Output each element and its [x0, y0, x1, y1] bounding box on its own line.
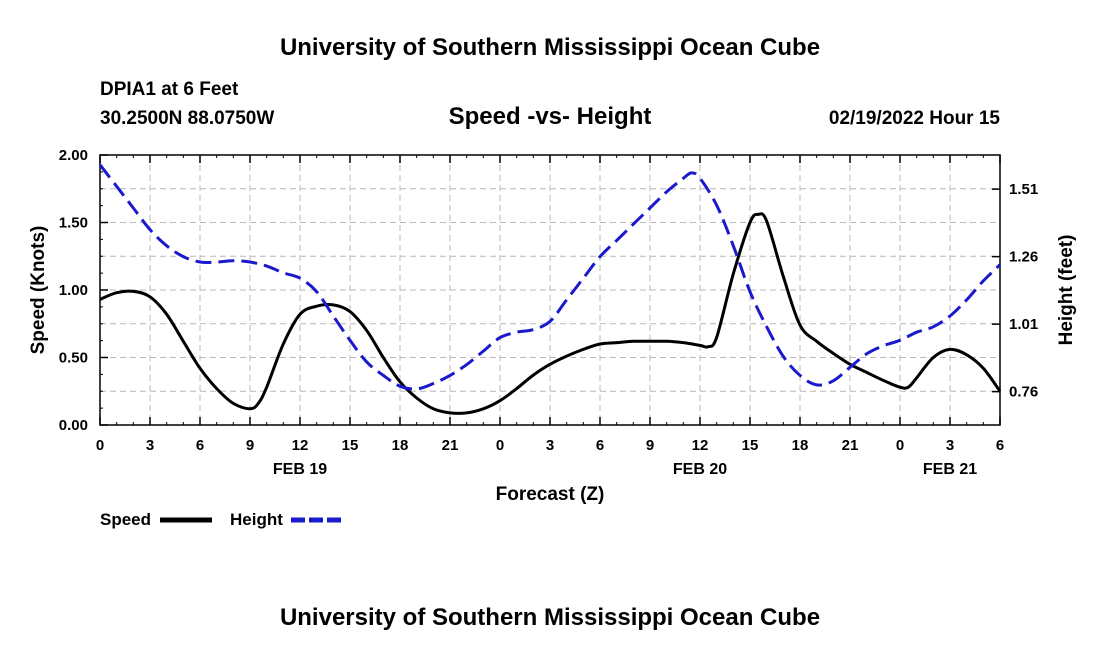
station-label: DPIA1 at 6 Feet [100, 79, 239, 100]
chart-title: University of Southern Mississippi Ocean… [280, 34, 820, 61]
x-tick-label: 3 [146, 437, 154, 454]
y-axis-label-left: Speed (Knots) [28, 226, 49, 355]
plot-area: 0 3 6 9 12 15 18 21 0 3 6 9 12 15 18 21 0 3 6 FEB 19 FEB 20 F… [59, 147, 1038, 478]
x-tick-label: 9 [246, 437, 254, 454]
y-tick-label-left: 0.50 [59, 350, 88, 367]
location-label: 30.2500N 88.0750W [100, 108, 274, 129]
y-tick-label-left: 1.00 [59, 282, 88, 299]
x-tick-label: 6 [196, 437, 204, 454]
x-tick-label: 18 [392, 437, 409, 454]
y-tick-label-right: 1.51 [1009, 181, 1038, 198]
x-tick-label: 3 [546, 437, 554, 454]
series-line-speed [99, 212, 1002, 415]
x-tick-label: 0 [896, 437, 904, 454]
plot-frame [99, 154, 1001, 426]
x-tick-label: 6 [596, 437, 604, 454]
x-tick-label: 6 [996, 437, 1004, 454]
x-tick-label: 0 [96, 437, 104, 454]
x-tick-label: 12 [692, 437, 709, 454]
y-tick-label-right: 0.76 [1009, 384, 1038, 401]
x-tick-label: 9 [646, 437, 654, 454]
y-tick-label-left: 1.50 [59, 215, 88, 232]
y-tick-label-left: 0.00 [59, 417, 88, 434]
legend-speed-label: Speed [100, 510, 151, 529]
legend: Speed Height [100, 510, 343, 529]
chart-subtitle: Speed -vs- Height [449, 103, 652, 130]
date-label: FEB 20 [673, 461, 727, 478]
date-label: FEB 19 [273, 461, 327, 478]
footer-title: University of Southern Mississippi Ocean… [280, 604, 820, 631]
legend-height-label: Height [230, 510, 283, 529]
y-tick-label-right: 1.01 [1009, 316, 1038, 333]
x-tick-label: 0 [496, 437, 504, 454]
x-tick-label: 15 [342, 437, 359, 454]
y-axis-label-right: Height (feet) [1056, 235, 1077, 346]
x-tick-label: 18 [792, 437, 809, 454]
series-line-height [98, 163, 1002, 391]
x-tick-label: 12 [292, 437, 309, 454]
timestamp-label: 02/19/2022 Hour 15 [829, 108, 1001, 129]
x-tick-label: 15 [742, 437, 759, 454]
y-tick-label-left: 2.00 [59, 147, 88, 164]
x-tick-label: 3 [946, 437, 954, 454]
x-axis-label: Forecast (Z) [496, 484, 605, 505]
y-tick-label-right: 1.26 [1009, 249, 1038, 266]
x-tick-label: 21 [842, 437, 859, 454]
x-tick-label: 21 [442, 437, 459, 454]
date-label: FEB 21 [923, 461, 977, 478]
